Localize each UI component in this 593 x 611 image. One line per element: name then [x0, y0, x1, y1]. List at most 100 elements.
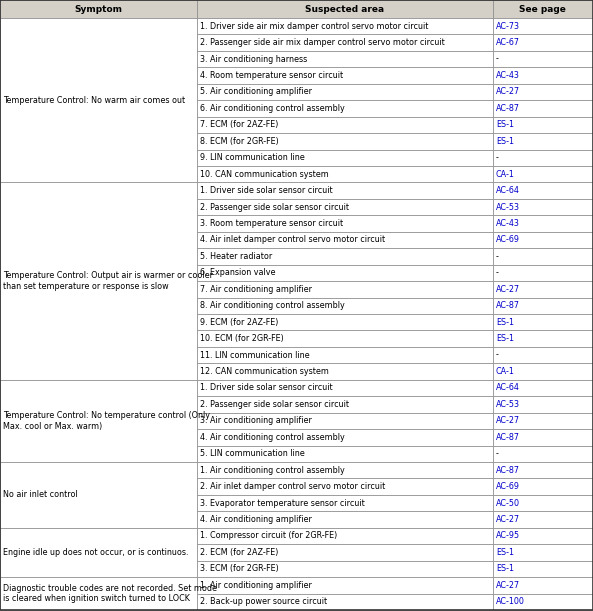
- Text: 2. Passenger side solar sensor circuit: 2. Passenger side solar sensor circuit: [200, 203, 349, 211]
- Bar: [493, 593, 593, 610]
- Text: 1. Air conditioning control assembly: 1. Air conditioning control assembly: [200, 466, 345, 475]
- Bar: [493, 133, 593, 150]
- Text: AC-53: AC-53: [496, 400, 520, 409]
- Bar: [493, 331, 593, 347]
- Bar: [197, 84, 493, 100]
- Bar: [493, 528, 593, 544]
- Bar: [197, 412, 493, 429]
- Text: AC-69: AC-69: [496, 482, 520, 491]
- Bar: [197, 495, 493, 511]
- Bar: [493, 166, 593, 183]
- Bar: [493, 199, 593, 215]
- Bar: [493, 412, 593, 429]
- Bar: [197, 445, 493, 462]
- Bar: [197, 281, 493, 298]
- Text: CA-1: CA-1: [496, 170, 515, 179]
- Text: ES-1: ES-1: [496, 334, 514, 343]
- Bar: [197, 561, 493, 577]
- Text: AC-87: AC-87: [496, 301, 520, 310]
- Bar: [197, 528, 493, 544]
- Text: 7. Air conditioning amplifier: 7. Air conditioning amplifier: [200, 285, 312, 294]
- Bar: [197, 396, 493, 412]
- Bar: [493, 0, 593, 18]
- Text: ES-1: ES-1: [496, 318, 514, 327]
- Bar: [493, 544, 593, 561]
- Text: Temperature Control: Output air is warmer or cooler
than set temperature or resp: Temperature Control: Output air is warme…: [3, 271, 213, 291]
- Text: AC-27: AC-27: [496, 581, 520, 590]
- Text: 3. Air conditioning amplifier: 3. Air conditioning amplifier: [200, 416, 312, 425]
- Bar: [197, 100, 493, 117]
- Text: AC-27: AC-27: [496, 515, 520, 524]
- Text: 9. ECM (for 2AZ-FE): 9. ECM (for 2AZ-FE): [200, 318, 278, 327]
- Bar: [493, 577, 593, 593]
- Text: -: -: [496, 268, 499, 277]
- Bar: [197, 117, 493, 133]
- Text: AC-69: AC-69: [496, 235, 520, 244]
- Text: 10. CAN communication system: 10. CAN communication system: [200, 170, 329, 179]
- Text: AC-43: AC-43: [496, 71, 519, 80]
- Bar: [0, 577, 197, 610]
- Bar: [493, 462, 593, 478]
- Text: 4. Air conditioning amplifier: 4. Air conditioning amplifier: [200, 515, 312, 524]
- Bar: [493, 364, 593, 380]
- Text: 1. Driver side solar sensor circuit: 1. Driver side solar sensor circuit: [200, 186, 333, 195]
- Text: 5. Heater radiator: 5. Heater radiator: [200, 252, 272, 261]
- Bar: [493, 100, 593, 117]
- Text: AC-50: AC-50: [496, 499, 520, 508]
- Bar: [493, 561, 593, 577]
- Bar: [197, 199, 493, 215]
- Bar: [197, 67, 493, 84]
- Text: AC-100: AC-100: [496, 598, 525, 606]
- Text: 2. Back-up power source circuit: 2. Back-up power source circuit: [200, 598, 327, 606]
- Text: 2. ECM (for 2AZ-FE): 2. ECM (for 2AZ-FE): [200, 548, 278, 557]
- Bar: [197, 577, 493, 593]
- Bar: [493, 232, 593, 248]
- Text: AC-64: AC-64: [496, 186, 519, 195]
- Text: AC-27: AC-27: [496, 87, 520, 97]
- Text: 12. CAN communication system: 12. CAN communication system: [200, 367, 329, 376]
- Text: AC-73: AC-73: [496, 22, 520, 31]
- Text: Symptom: Symptom: [75, 4, 122, 13]
- Bar: [197, 133, 493, 150]
- Bar: [197, 544, 493, 561]
- Text: 4. Air inlet damper control servo motor circuit: 4. Air inlet damper control servo motor …: [200, 235, 385, 244]
- Text: AC-27: AC-27: [496, 285, 520, 294]
- Bar: [493, 265, 593, 281]
- Text: ES-1: ES-1: [496, 120, 514, 130]
- Text: AC-87: AC-87: [496, 466, 520, 475]
- Text: 3. Air conditioning harness: 3. Air conditioning harness: [200, 54, 307, 64]
- Text: 8. ECM (for 2GR-FE): 8. ECM (for 2GR-FE): [200, 137, 279, 146]
- Text: -: -: [496, 153, 499, 163]
- Text: Suspected area: Suspected area: [305, 4, 384, 13]
- Text: AC-43: AC-43: [496, 219, 519, 228]
- Bar: [197, 298, 493, 314]
- Bar: [197, 166, 493, 183]
- Bar: [0, 380, 197, 462]
- Text: 5. Air conditioning amplifier: 5. Air conditioning amplifier: [200, 87, 312, 97]
- Text: Temperature Control: No temperature control (Only
Max. cool or Max. warm): Temperature Control: No temperature cont…: [3, 411, 210, 431]
- Text: -: -: [496, 449, 499, 458]
- Text: 2. Air inlet damper control servo motor circuit: 2. Air inlet damper control servo motor …: [200, 482, 385, 491]
- Bar: [493, 396, 593, 412]
- Text: See page: See page: [519, 4, 566, 13]
- Bar: [197, 215, 493, 232]
- Text: 7. ECM (for 2AZ-FE): 7. ECM (for 2AZ-FE): [200, 120, 278, 130]
- Text: AC-67: AC-67: [496, 38, 520, 47]
- Bar: [493, 314, 593, 331]
- Text: 2. Passenger side solar sensor circuit: 2. Passenger side solar sensor circuit: [200, 400, 349, 409]
- Bar: [493, 150, 593, 166]
- Text: -: -: [496, 252, 499, 261]
- Bar: [197, 364, 493, 380]
- Text: AC-53: AC-53: [496, 203, 520, 211]
- Bar: [197, 232, 493, 248]
- Bar: [197, 0, 493, 18]
- Bar: [0, 183, 197, 380]
- Bar: [197, 380, 493, 396]
- Text: 4. Room temperature sensor circuit: 4. Room temperature sensor circuit: [200, 71, 343, 80]
- Bar: [197, 429, 493, 445]
- Text: -: -: [496, 351, 499, 360]
- Bar: [493, 84, 593, 100]
- Text: 1. Driver side air mix damper control servo motor circuit: 1. Driver side air mix damper control se…: [200, 22, 428, 31]
- Bar: [197, 314, 493, 331]
- Bar: [493, 445, 593, 462]
